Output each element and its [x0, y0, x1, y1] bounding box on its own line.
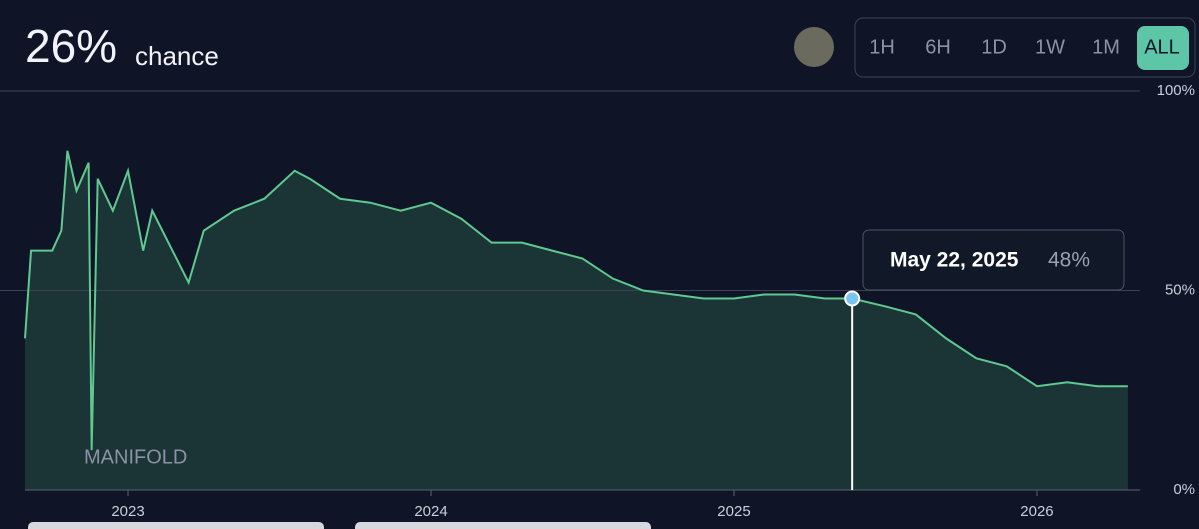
- avatar[interactable]: [794, 27, 834, 67]
- card: [355, 522, 651, 529]
- range-button-bg[interactable]: [1137, 26, 1189, 70]
- range-selector: [854, 17, 1196, 78]
- chart-subtitle: chance: [135, 41, 219, 71]
- range-button[interactable]: 1H: [869, 36, 895, 58]
- line: [24, 150, 1128, 451]
- range-button[interactable]: ALL: [1144, 36, 1180, 58]
- range-button[interactable]: 1D: [981, 36, 1007, 58]
- range-button[interactable]: 1W: [1035, 36, 1065, 58]
- range-button[interactable]: 6H: [925, 36, 951, 58]
- hover-point: [844, 290, 861, 307]
- y-tick-label: 100%: [1157, 82, 1195, 99]
- range-button[interactable]: 1M: [1092, 36, 1120, 58]
- y-tick-label: 50%: [1165, 281, 1195, 298]
- tooltip: [862, 229, 1125, 291]
- tooltip-date: May 22, 2025: [890, 249, 1019, 272]
- watermark: MANIFOLD: [84, 446, 187, 468]
- x-tick-label: 2023: [111, 503, 144, 520]
- x-tick-label: 2024: [414, 503, 447, 520]
- y-tick-label: 0%: [1173, 481, 1195, 498]
- card: [28, 522, 324, 529]
- x-tick-label: 2025: [717, 503, 750, 520]
- x-tick-label: 2026: [1020, 503, 1053, 520]
- area: [25, 150, 1128, 490]
- chart-title: 26%: [25, 20, 117, 72]
- tooltip-value: 48%: [1048, 249, 1090, 272]
